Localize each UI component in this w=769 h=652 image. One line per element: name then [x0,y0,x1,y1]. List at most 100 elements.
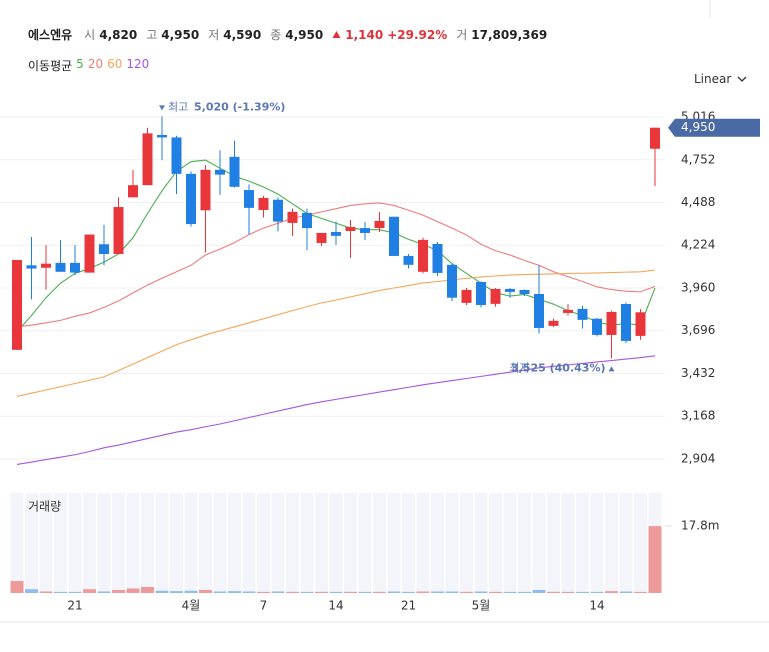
volume-bar [445,591,459,593]
volume-column-bg [416,493,430,593]
stock-name: 에스엔유 [28,28,73,42]
candle-body [461,289,472,303]
volume-column-bg [503,493,517,593]
candle-body [577,308,588,320]
volume-bar [402,591,415,593]
candle-body [476,281,486,305]
volume-column-bg [68,493,82,593]
volume-bar [547,591,560,593]
volume-bar [358,591,372,593]
ma-legend-label: 이동평균 [28,59,73,73]
ma-legend-entry: 120 [126,57,150,71]
volume-bar [590,591,604,593]
volume-bar [329,591,343,593]
volume-bar [25,589,38,593]
scale-dropdown[interactable]: Linear [694,72,747,86]
volume-column-bg [286,493,299,593]
y-tick-label: 3,960 [681,280,715,294]
y-tick-label: 4,752 [681,152,715,166]
x-tick-label: 5월 [472,599,491,613]
volume-column-bg [170,493,183,593]
change-pct: +29.92% [387,27,448,42]
volume-column-bg [329,493,343,593]
candle-body [331,231,341,236]
volume-bar [10,580,24,593]
volume-column-bg [344,493,357,593]
volume-bar [634,591,647,593]
candle-body [389,216,399,256]
volume-bar [286,591,299,593]
candle-body [360,228,370,233]
stat-value: 4,590 [223,27,262,42]
volume-column-bg [257,493,270,593]
volume-bar [532,589,546,593]
ma-legend-entry: 60 [107,57,123,71]
volume-column-bg [518,493,531,593]
ma-line [16,159,656,333]
volume-column-bg [271,493,285,593]
candle-body [215,169,225,175]
volume-bar [387,591,401,593]
volume-column-bg [141,493,154,593]
stat-label: 저 [208,28,220,42]
volume-label: 거래량 [28,500,61,514]
candle-body [374,220,385,229]
stat-label: 시 [84,28,96,42]
candle-body [200,169,211,211]
candle-body [592,318,602,335]
volume-bar [315,591,328,593]
up-arrow [332,31,341,38]
low-annotation-text: 3,525 (40.43%) [511,361,606,374]
volume-column-bg [474,493,488,593]
y-tick-label: 5,016 [681,110,715,124]
y-tick-label: 3,696 [681,323,715,337]
volume-bar [257,591,270,593]
x-tick-label: 21 [401,599,416,613]
candle-body [273,199,283,222]
volume-column-bg [25,493,38,593]
stat-value: 4,820 [99,27,138,42]
volume-column-bg [532,493,546,593]
ma-line [16,269,656,397]
ma-line [16,202,656,328]
stat-label: 고 [146,28,158,42]
candle-body [142,133,153,186]
volume-bar [518,591,531,593]
stat-value: 4,950 [285,27,324,42]
volume-bar [373,591,386,593]
price-tag [668,118,760,137]
volume-bar [141,586,154,593]
candle-body [302,212,312,229]
x-tick-label: 7 [260,599,268,613]
candle-body [157,134,167,138]
volume-bar [648,526,662,593]
stat-label: 거 [456,28,468,42]
volume-column-bg [561,493,575,593]
candle-body [548,320,559,326]
volume-bar [126,588,140,593]
volume-column-bg [242,493,256,593]
volume-bar [300,591,314,593]
volume-column-bg [445,493,459,593]
ma-legend: 이동평균 5 20 60 120 [28,57,149,74]
candle-body [128,185,138,198]
volume-column-bg [315,493,328,593]
high-annotation-text: 5,020 (-1.39%) [194,100,285,113]
scale-mode: Linear [694,72,732,86]
candle-body [244,190,254,208]
candle-body [41,263,51,268]
candle-body [229,156,240,187]
candle-body [432,243,443,273]
volume-bar [83,589,96,593]
candle-body [84,234,95,273]
quote-header: 에스엔유 시 4,820 고 4,950 저 4,590 종 4,950 1,140 +… [28,26,552,43]
volume-bar [199,589,212,593]
volume-bar [474,591,488,593]
volume-column-bg [431,493,444,593]
volume-column-bg [97,493,111,593]
candle-body [505,288,515,292]
candle-body [316,232,327,243]
volume-bar [431,591,444,593]
